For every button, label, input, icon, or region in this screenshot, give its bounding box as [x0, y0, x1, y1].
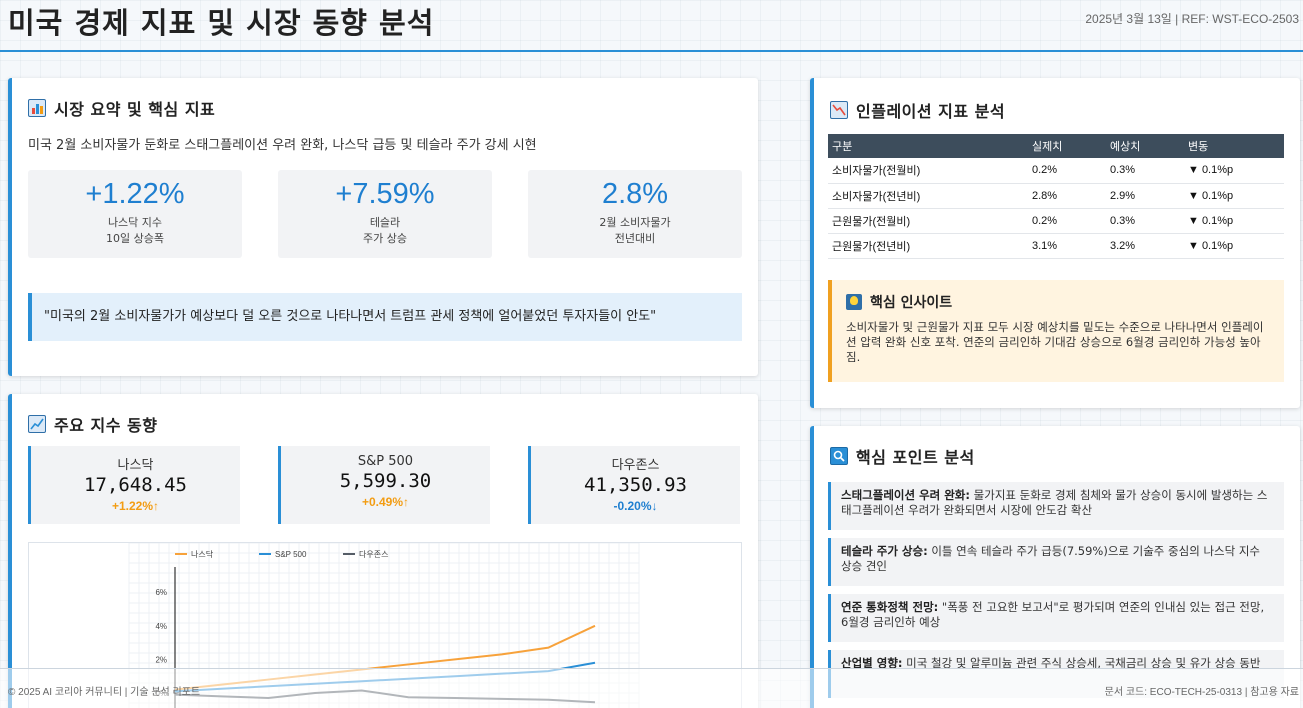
insight-title: 핵심 인사이트	[870, 295, 953, 311]
table-row: 근원물가(전년비) 3.1% 3.2% ▼ 0.1%p	[828, 233, 1284, 259]
index-change: -0.20%↓	[613, 499, 658, 513]
stat-value: +7.59%	[335, 178, 435, 210]
trend-down-icon	[830, 101, 848, 119]
col-header: 변동	[1184, 134, 1284, 158]
y-tick-label: 6%	[155, 588, 167, 597]
page-title: 미국 경제 지표 및 시장 동향 분석	[8, 6, 435, 40]
svg-text:다우존스: 다우존스	[359, 550, 388, 559]
line-chart-icon	[28, 415, 46, 433]
legend-item: S&P 500	[259, 550, 307, 559]
insight-text: 소비자물가 및 근원물가 지표 모두 시장 예상치를 밑도는 수준으로 나타나면…	[846, 320, 1264, 364]
index-value: 5,599.30	[339, 470, 432, 492]
insight-box: 핵심 인사이트 소비자물가 및 근원물가 지표 모두 시장 예상치를 밑도는 수…	[828, 280, 1284, 382]
index-value: 17,648.45	[84, 474, 187, 496]
footer-right: 문서 코드: ECO-TECH-25-0313 | 참고용 자료	[1104, 687, 1299, 698]
summary-heading: 시장 요약 및 핵심 지표	[28, 96, 215, 120]
legend-item: 나스닥	[175, 549, 214, 559]
keypoints-heading: 핵심 포인트 분석	[830, 444, 975, 468]
market-summary-card: 시장 요약 및 핵심 지표 미국 2월 소비자물가 둔화로 스태그플레이션 우려…	[8, 78, 758, 376]
indices-heading: 주요 지수 동향	[28, 412, 157, 436]
summary-text: 미국 2월 소비자물가 둔화로 스태그플레이션 우려 완화, 나스닥 급등 및 …	[28, 138, 537, 153]
table-header-row: 구분 실제치 예상치 변동	[828, 134, 1284, 158]
keypoint-item: 테슬라 주가 상승: 이틀 연속 테슬라 주가 급등(7.59%)으로 기술주 …	[828, 538, 1284, 586]
inflation-table: 구분 실제치 예상치 변동 소비자물가(전월비) 0.2% 0.3% ▼ 0.1%p …	[828, 134, 1284, 259]
indices-card: 주요 지수 동향 나스닥 17,648.45 +1.22%↑ S&P 500 5…	[8, 394, 758, 708]
col-header: 예상치	[1106, 134, 1184, 158]
stat-tesla: +7.59% 테슬라 주가 상승	[278, 170, 492, 258]
stat-label: 나스닥 지수 10일 상승폭	[106, 216, 164, 245]
insight-heading: 핵심 인사이트	[846, 292, 1270, 312]
index-name: 다우존스	[611, 458, 660, 473]
keypoint-item: 스태그플레이션 우려 완화: 물가지표 둔화로 경제 침체와 물가 상승이 동시…	[828, 482, 1284, 530]
table-row: 소비자물가(전월비) 0.2% 0.3% ▼ 0.1%p	[828, 158, 1284, 184]
keypoints-title: 핵심 포인트 분석	[856, 448, 975, 467]
summary-title: 시장 요약 및 핵심 지표	[54, 100, 216, 119]
table-row: 근원물가(전월비) 0.2% 0.3% ▼ 0.1%p	[828, 208, 1284, 234]
stat-cpi: 2.8% 2월 소비자물가 전년대비	[528, 170, 742, 258]
index-nasdaq: 나스닥 17,648.45 +1.22%↑	[28, 446, 240, 524]
svg-text:S&P 500: S&P 500	[275, 550, 307, 559]
keypoints-card: 핵심 포인트 분석 스태그플레이션 우려 완화: 물가지표 둔화로 경제 침체와…	[810, 426, 1300, 708]
footer-left: © 2025 AI 코리아 커뮤니티 | 기술 분석 리포트	[8, 687, 201, 698]
report-ref: 2025년 3월 13일 | REF: WST-ECO-2503	[1085, 12, 1299, 26]
col-header: 실제치	[1028, 134, 1106, 158]
keypoint-item: 연준 통화정책 전망: "폭풍 전 고요한 보고서"로 평가되며 연준의 인내심…	[828, 594, 1284, 642]
y-tick-label: 2%	[155, 655, 167, 664]
page-header: 미국 경제 지표 및 시장 동향 분석 2025년 3월 13일 | REF: …	[0, 0, 1303, 52]
page-footer: © 2025 AI 코리아 커뮤니티 | 기술 분석 리포트 문서 코드: EC…	[0, 668, 1303, 708]
magnifier-icon	[830, 447, 848, 465]
news-quote: "미국의 2월 소비자물가가 예상보다 덜 오른 것으로 나타나면서 트럼프 관…	[28, 293, 742, 341]
bar-chart-icon	[28, 99, 46, 117]
index-change: +0.49%↑	[361, 495, 410, 509]
stat-label: 테슬라 주가 상승	[363, 216, 407, 245]
index-dow: 다우존스 41,350.93 -0.20%↓	[528, 446, 740, 524]
col-header: 구분	[828, 134, 1028, 158]
svg-text:나스닥: 나스닥	[191, 549, 214, 559]
inflation-card: 인플레이션 지표 분석 구분 실제치 예상치 변동 소비자물가(전월비) 0.2%…	[810, 78, 1300, 408]
index-sp500: S&P 500 5,599.30 +0.49%↑	[278, 446, 490, 524]
inflation-heading: 인플레이션 지표 분석	[830, 98, 1005, 122]
index-change: +1.22%↑	[111, 499, 160, 513]
y-tick-label: 4%	[155, 622, 167, 631]
index-name: 나스닥	[117, 458, 154, 473]
stat-value: +1.22%	[85, 178, 185, 210]
stat-label: 2월 소비자물가 전년대비	[599, 216, 671, 245]
indices-title: 주요 지수 동향	[54, 416, 158, 435]
inflation-title: 인플레이션 지표 분석	[856, 102, 1006, 121]
table-row: 소비자물가(전년비) 2.8% 2.9% ▼ 0.1%p	[828, 183, 1284, 209]
index-name: S&P 500	[357, 454, 414, 469]
stat-value: 2.8%	[601, 178, 669, 210]
stat-nasdaq: +1.22% 나스닥 지수 10일 상승폭	[28, 170, 242, 258]
index-value: 41,350.93	[584, 474, 687, 496]
legend-item: 다우존스	[343, 550, 388, 559]
lightbulb-icon	[846, 294, 862, 310]
